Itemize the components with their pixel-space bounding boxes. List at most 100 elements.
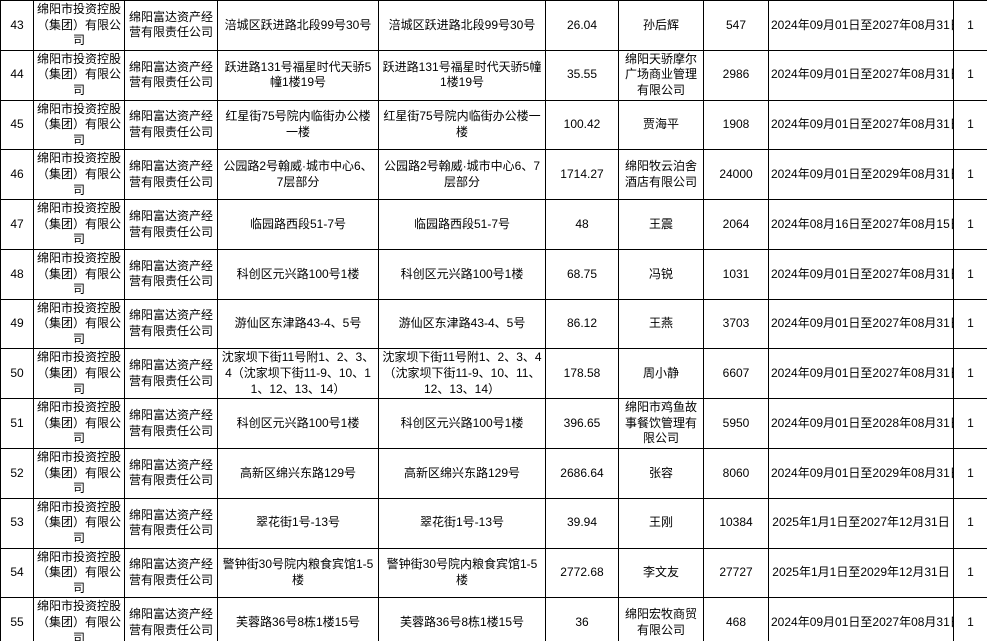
cell-address: 跃进路131号福星时代天骄5幢1楼19号	[217, 49, 379, 101]
cell-tenant: 绵阳市鸡鱼故事餐饮管理有限公司	[618, 398, 704, 450]
cell-owner: 绵阳市投资控股（集团）有限公司	[33, 448, 125, 499]
cell-amount: 2986	[703, 49, 769, 101]
table-row: 54 绵阳市投资控股（集团）有限公司 绵阳富达资产经营有限责任公司 警钟街30号院内粮…	[0, 547, 987, 599]
cell-operator: 绵阳富达资产经营有限责任公司	[124, 597, 218, 641]
table-row: 45 绵阳市投资控股（集团）有限公司 绵阳富达资产经营有限责任公司 红星街75号院内临…	[0, 99, 987, 151]
cell-amount: 2064	[703, 199, 769, 250]
cell-address-confirm: 高新区绵兴东路129号	[378, 448, 546, 499]
cell-operator: 绵阳富达资产经营有限责任公司	[124, 49, 218, 101]
cell-address: 游仙区东津路43-4、5号	[217, 298, 379, 350]
cell-amount: 3703	[703, 298, 769, 350]
cell-amount: 24000	[703, 149, 769, 201]
table-row: 43 绵阳市投资控股（集团）有限公司 绵阳富达资产经营有限责任公司 涪城区跃进路北段9…	[0, 0, 987, 51]
table-row: 52 绵阳市投资控股（集团）有限公司 绵阳富达资产经营有限责任公司 高新区绵兴东路12…	[0, 448, 987, 499]
cell-amount: 1908	[703, 99, 769, 151]
cell-area: 178.58	[545, 348, 619, 400]
cell-amount: 27727	[703, 547, 769, 599]
cell-count: 1	[953, 448, 987, 499]
cell-period: 2024年09月01日至2027年08月31日	[768, 49, 954, 101]
cell-address: 科创区元兴路100号1楼	[217, 398, 379, 450]
cell-count: 1	[953, 99, 987, 151]
cell-area: 39.94	[545, 497, 619, 549]
cell-address: 涪城区跃进路北段99号30号	[217, 0, 379, 51]
cell-no: 49	[0, 298, 34, 350]
cell-count: 1	[953, 497, 987, 549]
cell-owner: 绵阳市投资控股（集团）有限公司	[33, 398, 125, 450]
cell-amount: 8060	[703, 448, 769, 499]
cell-period: 2024年09月01日至2027年08月31日	[768, 298, 954, 350]
cell-operator: 绵阳富达资产经营有限责任公司	[124, 99, 218, 151]
cell-no: 54	[0, 547, 34, 599]
cell-address-confirm: 沈家坝下街11号附1、2、3、4（沈家坝下街11-9、10、11、12、13、1…	[378, 348, 546, 400]
cell-tenant: 王刚	[618, 497, 704, 549]
cell-no: 43	[0, 0, 34, 51]
cell-address: 红星街75号院内临街办公楼一楼	[217, 99, 379, 151]
cell-amount: 468	[703, 597, 769, 641]
cell-operator: 绵阳富达资产经营有限责任公司	[124, 149, 218, 201]
cell-period: 2024年09月01日至2027年08月31日	[768, 597, 954, 641]
table-row: 53 绵阳市投资控股（集团）有限公司 绵阳富达资产经营有限责任公司 翠花街1号-13号…	[0, 497, 987, 549]
table-row: 51 绵阳市投资控股（集团）有限公司 绵阳富达资产经营有限责任公司 科创区元兴路100…	[0, 398, 987, 450]
cell-address: 公园路2号翰威·城市中心6、7层部分	[217, 149, 379, 201]
cell-count: 1	[953, 149, 987, 201]
cell-period: 2024年09月01日至2029年08月31日	[768, 149, 954, 201]
cell-no: 48	[0, 248, 34, 300]
cell-operator: 绵阳富达资产经营有限责任公司	[124, 547, 218, 599]
cell-address-confirm: 芙蓉路36号8栋1楼15号	[378, 597, 546, 641]
cell-operator: 绵阳富达资产经营有限责任公司	[124, 497, 218, 549]
cell-no: 50	[0, 348, 34, 400]
table-row: 49 绵阳市投资控股（集团）有限公司 绵阳富达资产经营有限责任公司 游仙区东津路43-…	[0, 298, 987, 350]
cell-area: 396.65	[545, 398, 619, 450]
cell-no: 52	[0, 448, 34, 499]
table-row: 47 绵阳市投资控股（集团）有限公司 绵阳富达资产经营有限责任公司 临园路西段51-7…	[0, 199, 987, 250]
cell-amount: 547	[703, 0, 769, 51]
cell-no: 47	[0, 199, 34, 250]
cell-address-confirm: 跃进路131号福星时代天骄5幢1楼19号	[378, 49, 546, 101]
cell-period: 2025年1月1日至2029年12月31日	[768, 547, 954, 599]
cell-area: 100.42	[545, 99, 619, 151]
cell-count: 1	[953, 199, 987, 250]
cell-amount: 5950	[703, 398, 769, 450]
cell-amount: 6607	[703, 348, 769, 400]
cell-amount: 1031	[703, 248, 769, 300]
cell-operator: 绵阳富达资产经营有限责任公司	[124, 199, 218, 250]
cell-area: 36	[545, 597, 619, 641]
cell-address: 沈家坝下街11号附1、2、3、4（沈家坝下街11-9、10、11、12、13、1…	[217, 348, 379, 400]
cell-count: 1	[953, 398, 987, 450]
table-row: 46 绵阳市投资控股（集团）有限公司 绵阳富达资产经营有限责任公司 公园路2号翰威·城…	[0, 149, 987, 201]
cell-area: 86.12	[545, 298, 619, 350]
cell-address-confirm: 科创区元兴路100号1楼	[378, 398, 546, 450]
cell-tenant: 绵阳天骄摩尔广场商业管理有限公司	[618, 49, 704, 101]
cell-area: 2686.64	[545, 448, 619, 499]
cell-owner: 绵阳市投资控股（集团）有限公司	[33, 348, 125, 400]
cell-tenant: 绵阳宏牧商贸有限公司	[618, 597, 704, 641]
cell-address-confirm: 涪城区跃进路北段99号30号	[378, 0, 546, 51]
cell-tenant: 贾海平	[618, 99, 704, 151]
cell-address: 芙蓉路36号8栋1楼15号	[217, 597, 379, 641]
cell-area: 68.75	[545, 248, 619, 300]
table-row: 50 绵阳市投资控股（集团）有限公司 绵阳富达资产经营有限责任公司 沈家坝下街11号附…	[0, 348, 987, 400]
cell-address: 翠花街1号-13号	[217, 497, 379, 549]
cell-no: 45	[0, 99, 34, 151]
cell-count: 1	[953, 49, 987, 101]
cell-count: 1	[953, 597, 987, 641]
cell-owner: 绵阳市投资控股（集团）有限公司	[33, 99, 125, 151]
cell-address-confirm: 警钟街30号院内粮食宾馆1-5楼	[378, 547, 546, 599]
cell-area: 48	[545, 199, 619, 250]
cell-period: 2024年08月16日至2027年08月15日	[768, 199, 954, 250]
cell-amount: 10384	[703, 497, 769, 549]
cell-count: 1	[953, 0, 987, 51]
cell-owner: 绵阳市投资控股（集团）有限公司	[33, 199, 125, 250]
cell-owner: 绵阳市投资控股（集团）有限公司	[33, 0, 125, 51]
cell-address-confirm: 游仙区东津路43-4、5号	[378, 298, 546, 350]
cell-tenant: 王燕	[618, 298, 704, 350]
cell-area: 2772.68	[545, 547, 619, 599]
cell-address-confirm: 翠花街1号-13号	[378, 497, 546, 549]
cell-tenant: 冯锐	[618, 248, 704, 300]
cell-no: 53	[0, 497, 34, 549]
table-row: 44 绵阳市投资控股（集团）有限公司 绵阳富达资产经营有限责任公司 跃进路131号福星…	[0, 49, 987, 101]
cell-operator: 绵阳富达资产经营有限责任公司	[124, 448, 218, 499]
cell-count: 1	[953, 298, 987, 350]
cell-count: 1	[953, 547, 987, 599]
